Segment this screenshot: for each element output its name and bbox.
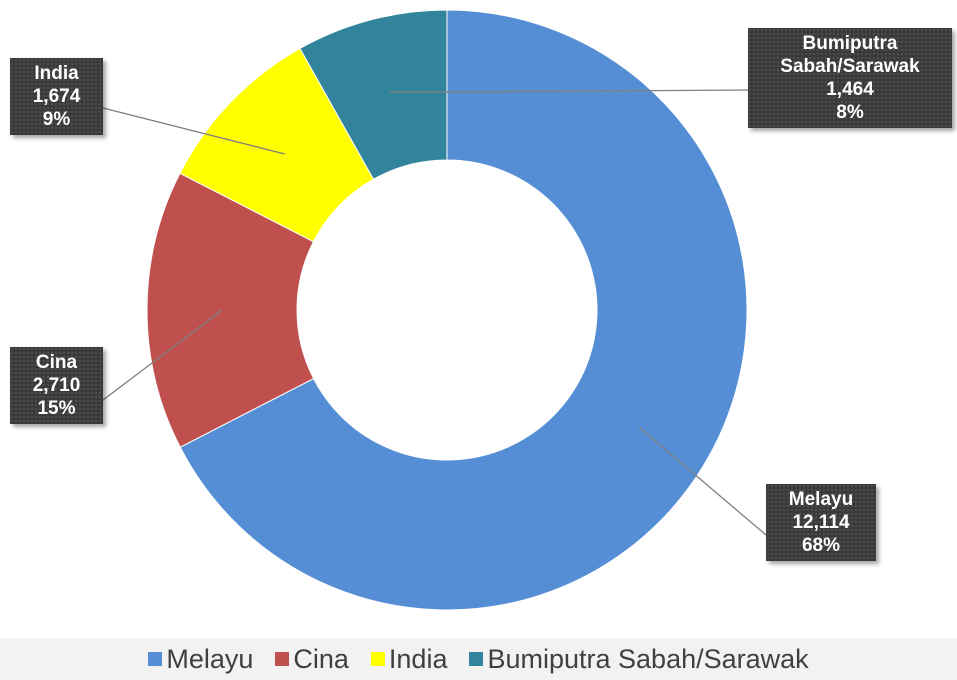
label-percent: 15%: [37, 398, 76, 419]
legend-label: Melayu: [166, 643, 254, 674]
data-label: Melayu 12,114 68%: [766, 484, 876, 561]
data-label: Bumiputra Sabah/Sarawak 1,464 8%: [748, 28, 952, 128]
legend-swatch: [148, 652, 163, 666]
label-value: 2,710: [32, 375, 81, 396]
label-category: Bumiputra Sabah/Sarawak: [780, 33, 920, 77]
legend-item: India: [370, 643, 448, 675]
legend: Melayu Cina India Bumiputra Sabah/Sarawak: [0, 638, 957, 680]
label-value: 12,114: [792, 512, 850, 533]
label-value: 1,464: [826, 79, 874, 100]
legend-swatch: [469, 652, 484, 666]
data-label: India 1,674 9%: [10, 58, 103, 135]
label-percent: 9%: [42, 109, 71, 130]
legend-item: Cina: [275, 644, 349, 675]
leader-line: [102, 107, 285, 155]
label-value: 1,674: [32, 86, 81, 107]
legend-swatch: [275, 652, 290, 666]
legend-item: Bumiputra Sabah/Sarawak: [469, 643, 809, 675]
leader-line: [390, 89, 749, 93]
label-percent: 68%: [801, 535, 841, 556]
legend-item: Melayu: [148, 644, 253, 675]
label-percent: 8%: [836, 102, 864, 123]
data-label: Cina 2,710 15%: [10, 347, 103, 424]
legend-label: Bumiputra Sabah/Sarawak: [487, 643, 809, 674]
label-category: Cina: [35, 352, 78, 373]
legend-swatch: [370, 652, 385, 666]
chart: [102, 9, 767, 611]
label-category: India: [34, 63, 79, 84]
legend-label: Cina: [293, 643, 349, 674]
slice: [179, 9, 748, 611]
leader-line: [102, 309, 223, 401]
leader-line: [638, 426, 767, 536]
label-category: Melayu: [788, 489, 854, 510]
legend-label: India: [388, 643, 448, 674]
slice: [146, 172, 315, 448]
slice: [299, 9, 448, 180]
